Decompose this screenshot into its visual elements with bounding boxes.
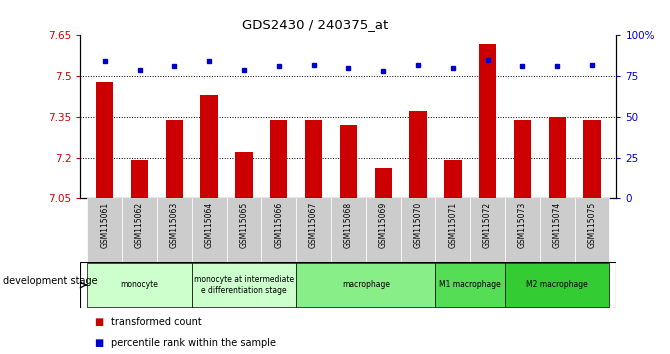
- FancyBboxPatch shape: [575, 198, 610, 262]
- Text: development stage: development stage: [3, 276, 98, 286]
- FancyBboxPatch shape: [436, 263, 505, 307]
- FancyBboxPatch shape: [331, 198, 366, 262]
- Text: GSM115072: GSM115072: [483, 201, 492, 247]
- FancyBboxPatch shape: [192, 198, 226, 262]
- Text: GSM115068: GSM115068: [344, 201, 353, 247]
- Text: GSM115074: GSM115074: [553, 201, 561, 248]
- Bar: [200, 95, 218, 198]
- Bar: [549, 117, 566, 198]
- FancyBboxPatch shape: [436, 198, 470, 262]
- Bar: [131, 160, 148, 198]
- Text: GSM115075: GSM115075: [588, 201, 596, 248]
- Bar: [514, 120, 531, 198]
- FancyBboxPatch shape: [296, 198, 331, 262]
- Bar: [584, 120, 601, 198]
- Text: GSM115073: GSM115073: [518, 201, 527, 248]
- Text: GSM115066: GSM115066: [274, 201, 283, 248]
- FancyBboxPatch shape: [366, 198, 401, 262]
- FancyBboxPatch shape: [157, 198, 192, 262]
- FancyBboxPatch shape: [87, 198, 122, 262]
- Text: GSM115069: GSM115069: [379, 201, 388, 248]
- Text: GSM115064: GSM115064: [204, 201, 214, 248]
- Bar: [96, 81, 113, 198]
- FancyBboxPatch shape: [540, 198, 575, 262]
- Bar: [409, 112, 427, 198]
- Text: GDS2430 / 240375_at: GDS2430 / 240375_at: [242, 18, 388, 31]
- Text: monocyte: monocyte: [121, 280, 159, 290]
- Text: GSM115062: GSM115062: [135, 201, 144, 247]
- FancyBboxPatch shape: [226, 198, 261, 262]
- FancyBboxPatch shape: [87, 263, 192, 307]
- Bar: [479, 44, 496, 198]
- Text: GSM115067: GSM115067: [309, 201, 318, 248]
- Bar: [235, 152, 253, 198]
- Bar: [375, 169, 392, 198]
- Text: GSM115071: GSM115071: [448, 201, 458, 247]
- Text: M2 macrophage: M2 macrophage: [527, 280, 588, 290]
- FancyBboxPatch shape: [122, 198, 157, 262]
- Text: monocyte at intermediate
e differentiation stage: monocyte at intermediate e differentiati…: [194, 275, 294, 295]
- FancyBboxPatch shape: [296, 263, 436, 307]
- Text: GSM115065: GSM115065: [239, 201, 249, 248]
- Bar: [444, 160, 462, 198]
- Text: percentile rank within the sample: percentile rank within the sample: [111, 338, 275, 348]
- Text: GSM115061: GSM115061: [100, 201, 109, 247]
- Bar: [340, 125, 357, 198]
- Text: M1 macrophage: M1 macrophage: [440, 280, 501, 290]
- FancyBboxPatch shape: [401, 198, 436, 262]
- Bar: [270, 120, 287, 198]
- Bar: [165, 120, 183, 198]
- Text: ■: ■: [94, 317, 103, 327]
- FancyBboxPatch shape: [470, 198, 505, 262]
- Text: macrophage: macrophage: [342, 280, 390, 290]
- Text: GSM115063: GSM115063: [170, 201, 179, 248]
- FancyBboxPatch shape: [261, 198, 296, 262]
- Text: GSM115070: GSM115070: [413, 201, 423, 248]
- Text: transformed count: transformed count: [111, 317, 201, 327]
- FancyBboxPatch shape: [192, 263, 296, 307]
- FancyBboxPatch shape: [505, 198, 540, 262]
- FancyBboxPatch shape: [505, 263, 610, 307]
- Text: ■: ■: [94, 338, 103, 348]
- Bar: [305, 120, 322, 198]
